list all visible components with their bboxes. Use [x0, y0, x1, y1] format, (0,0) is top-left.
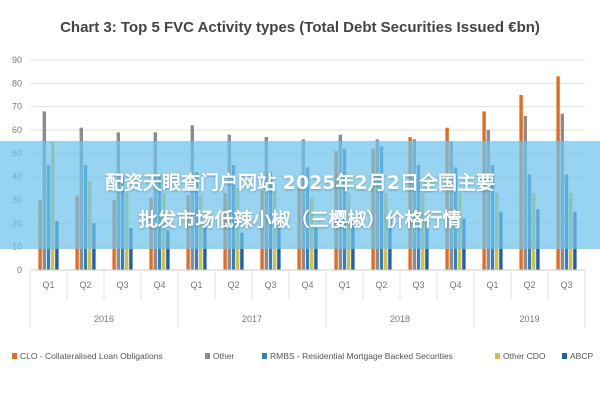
- x-tick-label: Q2: [227, 280, 239, 290]
- x-tick-label: Q2: [79, 280, 91, 290]
- x-tick-label: Q2: [375, 280, 387, 290]
- x-tick-label: Q4: [449, 280, 461, 290]
- legend-swatch: [562, 353, 567, 359]
- x-tick-label: Q4: [153, 280, 165, 290]
- legend-label: RMBS - Residential Mortgage Backed Secur…: [270, 351, 453, 361]
- bar-4-7: [314, 228, 318, 270]
- x-tick-label: Q1: [486, 280, 498, 290]
- x-tick-label: Q3: [560, 280, 572, 290]
- x-tick-label: Q1: [338, 280, 350, 290]
- legend-swatch: [205, 353, 210, 359]
- overlay-banner: [0, 141, 600, 249]
- y-tick-label: 80: [12, 78, 22, 88]
- legend-label: Other CDO: [503, 351, 546, 361]
- x-axis: Q1 Q2 Q3 Q4 Q1 Q2 Q3 Q4 Q1 Q2 Q3 Q4 Q1 Q2 Q3 2016 2017 20…: [29, 269, 586, 328]
- x-tick-label: Q1: [42, 280, 54, 290]
- x-tick-label: Q3: [264, 280, 276, 290]
- legend-label: ABCP: [570, 351, 593, 361]
- year-label: 2017: [242, 314, 262, 324]
- chart-title: Chart 3: Top 5 FVC Activity types (Total…: [60, 19, 540, 36]
- bar-4-2: [129, 228, 133, 270]
- year-label: 2016: [94, 314, 114, 324]
- x-tick-label: Q3: [116, 280, 128, 290]
- legend-swatch: [262, 353, 267, 359]
- x-tick-label: Q1: [190, 280, 202, 290]
- y-tick-label: 70: [12, 102, 22, 112]
- year-label: 2019: [519, 314, 539, 324]
- y-tick-label: 0: [17, 265, 22, 275]
- y-tick-label: 60: [12, 125, 22, 135]
- legend-swatch: [12, 353, 17, 359]
- year-label: 2018: [390, 314, 410, 324]
- y-tick-label: 90: [12, 55, 22, 65]
- legend-swatch: [495, 353, 500, 359]
- overlay-line-1: 配资天眼查门户网站 2025年2月2日全国主要: [105, 172, 495, 194]
- legend-label: Other: [213, 351, 234, 361]
- legend-label: CLO - Collateralised Loan Obligations: [20, 351, 163, 361]
- overlay-line-2: 批发市场低辣小椒（三樱椒）价格行情: [138, 209, 462, 231]
- x-tick-label: Q4: [301, 280, 313, 290]
- bar-4-3: [166, 230, 170, 270]
- legend: CLO - Collateralised Loan Obligations Oth…: [12, 351, 593, 361]
- x-tick-label: Q2: [523, 280, 535, 290]
- bar-4-5: [240, 232, 244, 270]
- x-tick-label: Q3: [412, 280, 424, 290]
